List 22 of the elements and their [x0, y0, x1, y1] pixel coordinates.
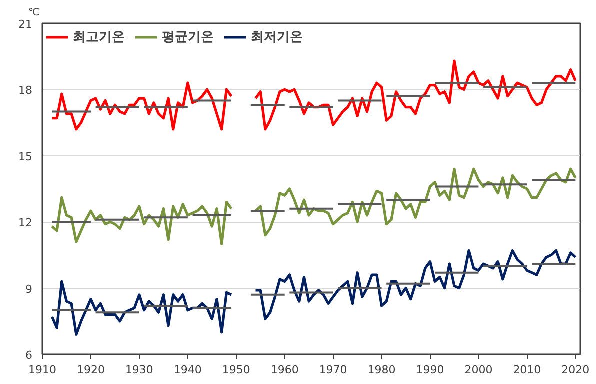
x-tick-label: 1940 [174, 364, 202, 376]
x-tick-label: 2010 [513, 364, 542, 376]
x-tick-label: 2000 [464, 364, 493, 376]
x-tick-label: 1970 [319, 364, 348, 376]
x-tick-label: 1980 [368, 364, 396, 376]
y-tick-label: 9 [26, 282, 32, 296]
legend-label: 최고기온 [73, 29, 125, 46]
x-tick-label: 1950 [222, 364, 250, 376]
x-tick-label: 1930 [125, 364, 154, 376]
x-tick-label: 1910 [28, 364, 57, 376]
y-tick-label: 15 [18, 150, 33, 164]
x-tick-label: 1960 [270, 364, 299, 376]
x-tick-label: 1990 [416, 364, 444, 376]
x-tick-label: 1920 [76, 364, 105, 376]
y-tick-label: 6 [26, 349, 32, 362]
y-tick-label: 12 [18, 216, 33, 230]
legend-label: 최저기온 [251, 29, 303, 46]
y-tick-label: 18 [18, 84, 33, 98]
y-axis-title: ℃ [28, 8, 40, 18]
x-tick-label: 2020 [562, 364, 590, 376]
legend-label: 평균기온 [162, 29, 214, 46]
y-tick-label: 21 [18, 18, 33, 31]
